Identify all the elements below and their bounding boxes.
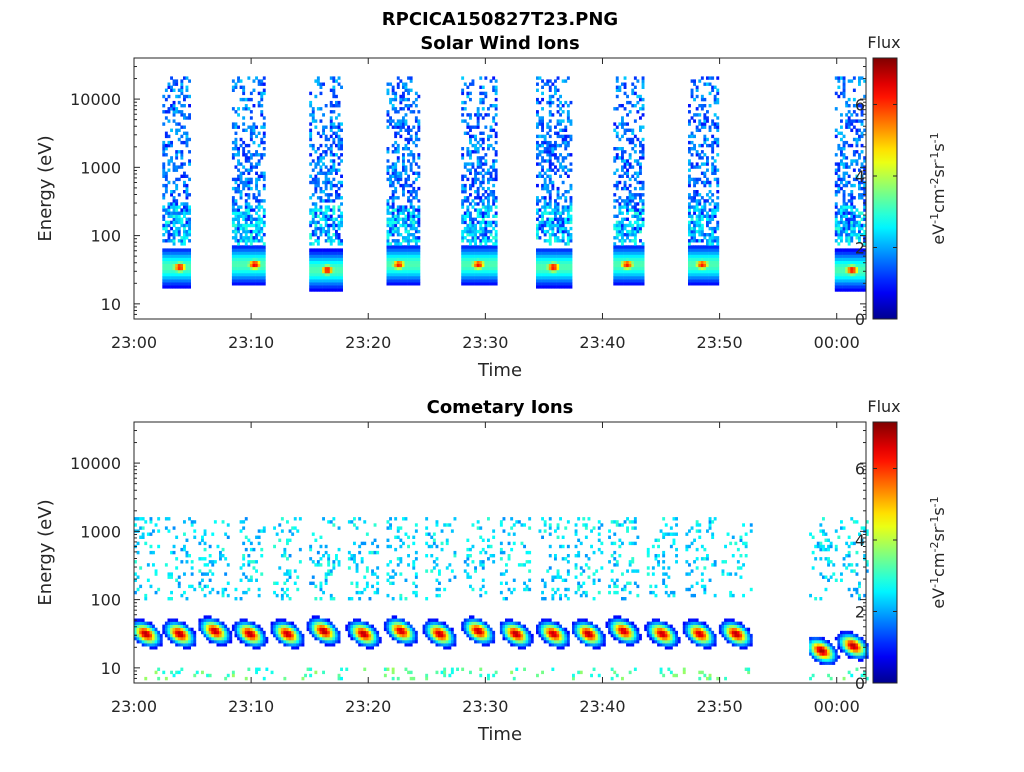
cometary-colorbar-tick-label: 2 (855, 602, 865, 621)
solar-wind-ytick-label: 100 (90, 227, 121, 246)
solar-wind-colorbar: 0 2 4 6 Flux eV-1cm-2sr-1s-1 (855, 33, 948, 329)
solar-wind-panel: Solar Wind Ions 10 100 1000 10000 23:00 23:10 2… (35, 33, 948, 381)
cometary-ylabel: Energy (eV) (35, 499, 56, 605)
solar-wind-xtick-label: 23:40 (579, 333, 625, 352)
cometary-xtick-label: 23:20 (345, 697, 391, 716)
solar-wind-title: Solar Wind Ions (420, 33, 579, 54)
solar-wind-xtick-label: 23:20 (345, 333, 391, 352)
cometary-ytick-label: 100 (90, 591, 121, 610)
solar-wind-heatmap (162, 76, 866, 291)
cometary-title: Cometary Ions (427, 397, 574, 418)
solar-wind-ytick-label: 1000 (80, 158, 121, 177)
solar-wind-xtick-label: 23:50 (697, 333, 743, 352)
solar-wind-xtick-label: 23:00 (111, 333, 157, 352)
solar-wind-xlabel: Time (477, 360, 522, 381)
solar-wind-xtick-label: 23:30 (462, 333, 508, 352)
cometary-ytick-label: 10 (101, 659, 121, 678)
cometary-ytick-label: 10000 (70, 454, 121, 473)
solar-wind-colorbar-tick-label: 0 (855, 310, 865, 329)
cometary-colorbar-tick-label: 4 (855, 531, 865, 550)
cometary-xtick-label: 23:10 (228, 697, 274, 716)
cometary-xtick-label: 23:40 (579, 697, 625, 716)
solar-wind-xtick-label: 23:10 (228, 333, 274, 352)
solar-wind-xtick-label: 00:00 (814, 333, 860, 352)
cometary-colorbar-title: Flux (867, 397, 900, 416)
cometary-colorbar-label: eV-1cm-2sr-1s-1 (928, 496, 949, 608)
solar-wind-ylabel: Energy (eV) (35, 135, 56, 241)
figure-title: RPCICA150827T23.PNG (382, 9, 618, 30)
cometary-heatmap (134, 517, 869, 680)
solar-wind-colorbar-tick-label: 6 (855, 95, 865, 114)
cometary-panel: Cometary Ions 10 100 1000 10000 23:00 23:10 23:… (35, 397, 948, 745)
cometary-colorbar-tick-label: 0 (855, 674, 865, 693)
cometary-xtick-label: 23:30 (462, 697, 508, 716)
solar-wind-ytick-label: 10 (101, 295, 121, 314)
solar-wind-colorbar-title: Flux (867, 33, 900, 52)
cometary-xtick-label: 23:50 (697, 697, 743, 716)
solar-wind-ytick-label: 10000 (70, 90, 121, 109)
solar-wind-colorbar-tick-label: 2 (855, 238, 865, 257)
cometary-xtick-label: 23:00 (111, 697, 157, 716)
cometary-xtick-label: 00:00 (814, 697, 860, 716)
cometary-ytick-label: 1000 (80, 522, 121, 541)
cometary-xlabel: Time (477, 724, 522, 745)
cometary-colorbar: 0 2 4 6 Flux eV-1cm-2sr-1s-1 (855, 397, 948, 693)
cometary-colorbar-tick-label: 6 (855, 459, 865, 478)
solar-wind-colorbar-tick-label: 4 (855, 167, 865, 186)
solar-wind-colorbar-label: eV-1cm-2sr-1s-1 (928, 132, 949, 244)
